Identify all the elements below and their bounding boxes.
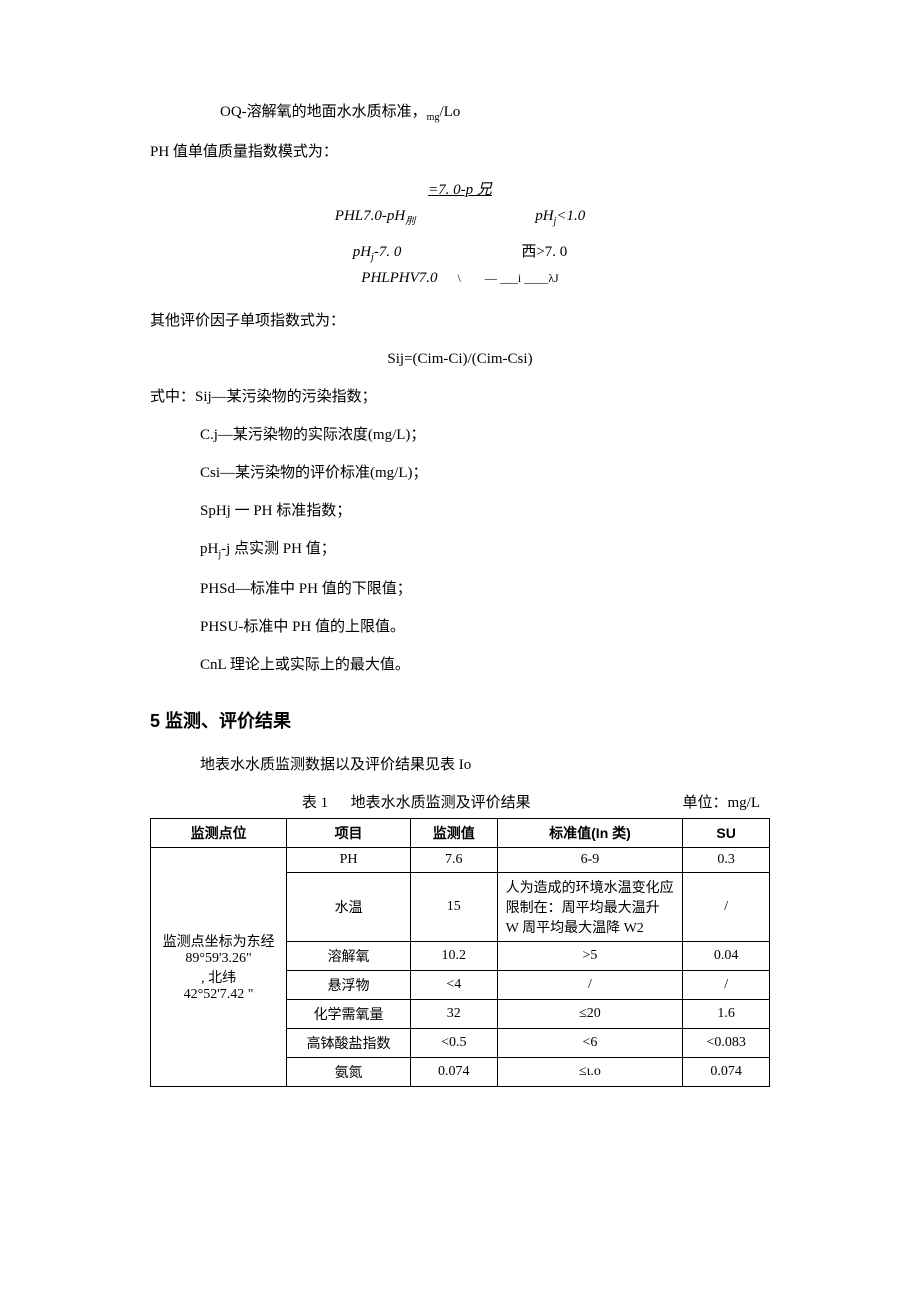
- table-header-row: 监测点位 项目 监测值 标准值(In 类) SU: [151, 819, 770, 848]
- th-std: 标准值(In 类): [497, 819, 683, 848]
- cell-su: 1.6: [683, 1000, 770, 1029]
- cell-val: 15: [410, 873, 497, 942]
- results-table: 监测点位 项目 监测值 标准值(In 类) SU 监测点坐标为东经 89°59'…: [150, 818, 770, 1087]
- definition-sphj: SpHj 一 PH 标准指数；: [150, 499, 770, 523]
- cell-std: /: [497, 971, 683, 1000]
- spacer: [150, 230, 770, 240]
- cell-su: 0.04: [683, 942, 770, 971]
- caption-label: 表 1: [302, 795, 328, 811]
- cell-item: 高钵酸盐指数: [287, 1029, 411, 1058]
- definition-csi: Csi—某污染物的评价标准(mg/L)；: [150, 461, 770, 485]
- th-val: 监测值: [410, 819, 497, 848]
- cell-std: <6: [497, 1029, 683, 1058]
- cell-std: ≤ι.o: [497, 1058, 683, 1087]
- formula-row: PHLPHV7.0 \ — ___i ____λJ: [150, 266, 770, 292]
- formula-right: pHj<1.0: [535, 204, 585, 230]
- text: OQ-溶解氧的地面水水质标准，: [220, 104, 427, 120]
- formula-left: PHLPHV7.0: [361, 266, 437, 292]
- formula-left: pHj-7. 0: [353, 240, 402, 266]
- cell-std: 人为造成的环境水温变化应限制在：周平均最大温升 W 周平均最大温降 W2: [497, 873, 683, 942]
- sub-mg: mg: [427, 112, 440, 123]
- paragraph-oq: OQ-溶解氧的地面水水质标准，mg/Lo: [150, 100, 770, 126]
- cell-val: 7.6: [410, 848, 497, 873]
- cell-std: ≤20: [497, 1000, 683, 1029]
- formula-sij: Sij=(Cim-Ci)/(Cim-Csi): [150, 347, 770, 371]
- cell-val: 0.074: [410, 1058, 497, 1087]
- cell-item: 溶解氧: [287, 942, 411, 971]
- text: /Lo: [439, 104, 460, 120]
- cell-su: <0.083: [683, 1029, 770, 1058]
- definition-cnl: CnL 理论上或实际上的最大值。: [150, 653, 770, 677]
- formula-right: 西>7. 0: [521, 240, 567, 266]
- cell-std: 6-9: [497, 848, 683, 873]
- table-caption: 表 1 地表水水质监测及评价结果 单位：mg/L: [150, 791, 770, 812]
- caption-unit: 单位：mg/L: [683, 791, 761, 812]
- th-item: 项目: [287, 819, 411, 848]
- table-row: 监测点坐标为东经 89°59'3.26" , 北纬 42°52'7.42 " P…: [151, 848, 770, 873]
- definition-phj: pHj-j 点实测 PH 值；: [150, 537, 770, 563]
- cell-std: >5: [497, 942, 683, 971]
- cell-val: <4: [410, 971, 497, 1000]
- definition-cj: C.j—某污染物的实际浓度(mg/L)；: [150, 423, 770, 447]
- definition-phsu: PHSU-标准中 PH 值的上限值。: [150, 615, 770, 639]
- cell-su: /: [683, 971, 770, 1000]
- cell-item: PH: [287, 848, 411, 873]
- th-point: 监测点位: [151, 819, 287, 848]
- formula-line: =7. 0-p 兄: [150, 178, 770, 204]
- formula-row: pHj-7. 0 西>7. 0: [150, 240, 770, 266]
- formula-left: PHL7.0-pH刖: [335, 204, 415, 230]
- table-intro: 地表水水质监测数据以及评价结果见表 Io: [150, 753, 770, 777]
- cell-su: /: [683, 873, 770, 942]
- formula-block-1: =7. 0-p 兄 PHL7.0-pH刖 pHj<1.0 pHj-7. 0 西>…: [150, 178, 770, 291]
- document-page: OQ-溶解氧的地面水水质标准，mg/Lo PH 值单值质量指数模式为： =7. …: [0, 0, 920, 1301]
- caption-title: 地表水水质监测及评价结果: [351, 795, 531, 811]
- cell-point: 监测点坐标为东经 89°59'3.26" , 北纬 42°52'7.42 ": [151, 848, 287, 1087]
- section-5-title: 5 监测、评价结果: [150, 707, 770, 733]
- cell-val: 10.2: [410, 942, 497, 971]
- paragraph-other-factor: 其他评价因子单项指数式为：: [150, 309, 770, 333]
- cell-item: 化学需氧量: [287, 1000, 411, 1029]
- formula-mid: \ — ___i ____λJ: [458, 268, 559, 288]
- cell-su: 0.3: [683, 848, 770, 873]
- th-su: SU: [683, 819, 770, 848]
- definition-sij: 式中：Sij—某污染物的污染指数；: [150, 385, 770, 409]
- cell-item: 氨氮: [287, 1058, 411, 1087]
- cell-su: 0.074: [683, 1058, 770, 1087]
- cell-item: 水温: [287, 873, 411, 942]
- paragraph-ph-formula-intro: PH 值单值质量指数模式为：: [150, 140, 770, 164]
- cell-val: <0.5: [410, 1029, 497, 1058]
- formula-text: =7. 0-p 兄: [428, 182, 492, 198]
- definition-phsd: PHSd—标准中 PH 值的下限值；: [150, 577, 770, 601]
- formula-row: PHL7.0-pH刖 pHj<1.0: [150, 204, 770, 230]
- cell-val: 32: [410, 1000, 497, 1029]
- cell-item: 悬浮物: [287, 971, 411, 1000]
